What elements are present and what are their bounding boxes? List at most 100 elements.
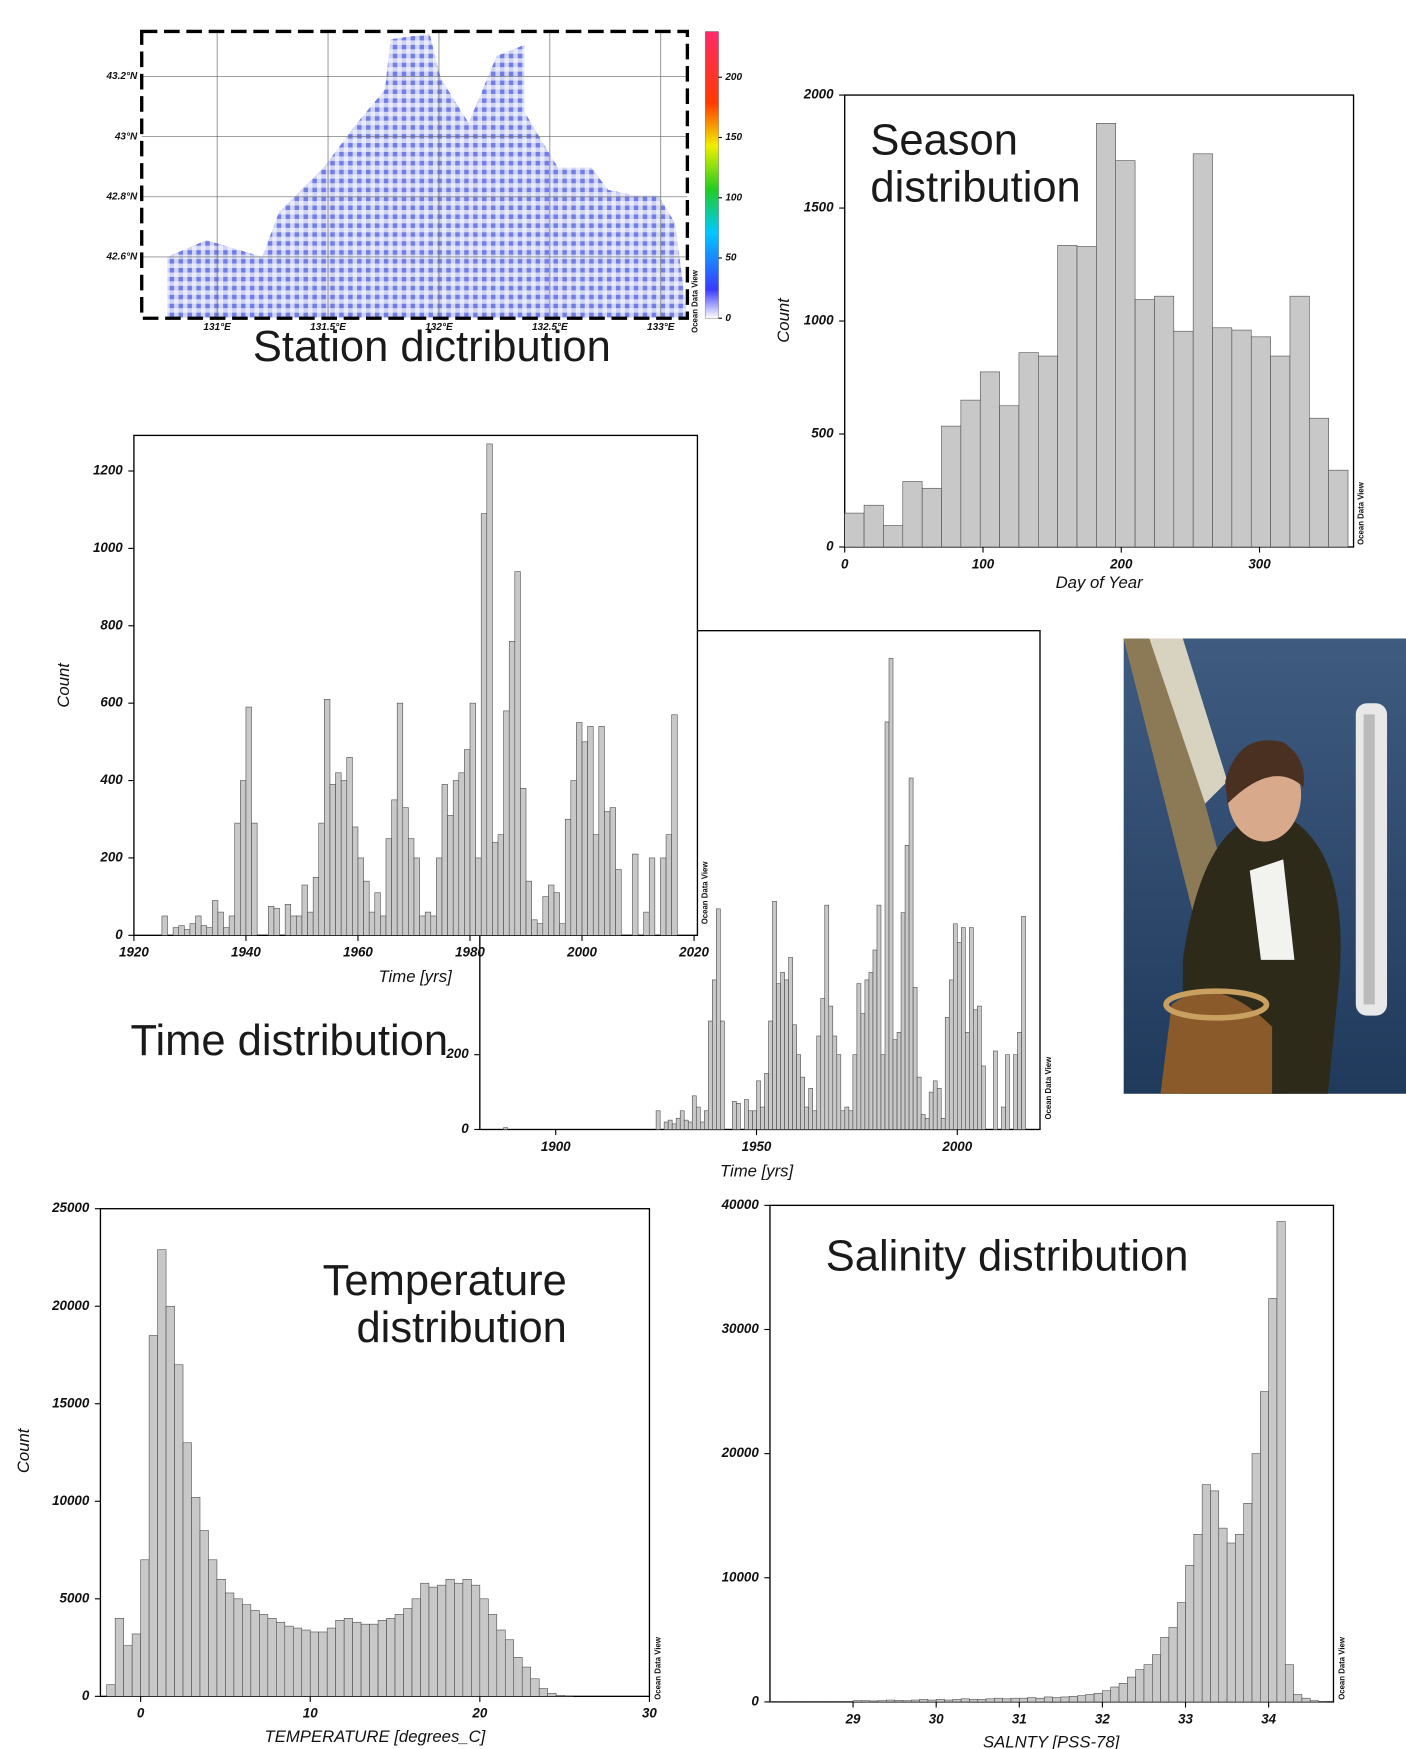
histogram-bar xyxy=(292,1627,303,1697)
x-tick-label: 131°E xyxy=(203,322,231,333)
x-tick-label: 31 xyxy=(1012,1711,1027,1726)
histogram-bar xyxy=(430,915,437,936)
histogram-bar xyxy=(324,699,331,936)
histogram-bar xyxy=(965,1031,970,1130)
histogram-bar xyxy=(1118,1683,1128,1703)
histogram-chart: 0 5000 10000 15000 20000 25000 0 10 20 30 Ocean Da… xyxy=(14,1200,663,1746)
histogram-bar xyxy=(902,1700,912,1703)
histogram-bar xyxy=(394,1614,404,1697)
histogram-bar xyxy=(559,923,566,936)
chart-title: distribution xyxy=(356,1304,566,1352)
histogram-bar xyxy=(802,1701,812,1703)
histogram-bar xyxy=(403,1608,413,1697)
histogram-bar xyxy=(1115,160,1136,548)
histogram-bar xyxy=(598,726,605,936)
histogram-bar xyxy=(1173,330,1194,548)
histogram-bar xyxy=(952,923,958,1130)
histogram-bar xyxy=(1268,1298,1278,1703)
histogram-bar xyxy=(683,1119,689,1130)
histogram-bar xyxy=(464,749,471,936)
histogram-bar xyxy=(174,1364,184,1697)
x-tick-label: 300 xyxy=(1248,556,1271,571)
histogram-bar xyxy=(548,884,555,936)
histogram-bar xyxy=(428,1586,438,1697)
histogram-bar xyxy=(360,1623,370,1697)
histogram-bar xyxy=(479,1598,489,1697)
histogram-bar xyxy=(695,1106,701,1130)
histogram-bar xyxy=(123,1645,133,1697)
histogram-bar xyxy=(131,1633,141,1697)
y-tick-label: 0 xyxy=(826,539,834,554)
histogram-bar xyxy=(916,1076,922,1130)
histogram-bar xyxy=(840,1110,846,1130)
histogram-bar xyxy=(1168,1627,1178,1703)
y-tick-label: 600 xyxy=(100,695,123,710)
histogram-bar xyxy=(386,1618,396,1697)
histogram-bar xyxy=(1013,1054,1018,1130)
histogram-bar xyxy=(1002,1698,1012,1703)
histogram-bar xyxy=(259,1614,269,1697)
histogram-bar xyxy=(576,722,583,936)
histogram-bar xyxy=(276,1621,286,1697)
histogram-bar xyxy=(979,371,1000,548)
histogram-bar xyxy=(776,983,781,1130)
histogram-bar xyxy=(228,915,236,936)
histogram-bar xyxy=(756,1080,761,1130)
histogram-bar xyxy=(828,1005,834,1130)
histogram-bar xyxy=(804,1106,809,1130)
histogram-bar xyxy=(200,925,208,936)
histogram-bar xyxy=(419,915,426,936)
histogram-bar xyxy=(1210,1490,1220,1703)
histogram-bar xyxy=(242,1604,252,1697)
histogram-bar xyxy=(420,1582,430,1697)
y-tick-label: 30000 xyxy=(722,1321,760,1336)
histogram-bar xyxy=(521,1666,531,1697)
histogram-bar xyxy=(1018,352,1039,548)
histogram-bar xyxy=(769,1701,779,1703)
histogram-bar xyxy=(994,1697,1003,1703)
histogram-bar xyxy=(977,1699,987,1703)
histogram-bar xyxy=(892,1039,898,1130)
histogram-bar xyxy=(648,857,656,936)
x-tick-label: 200 xyxy=(1109,556,1133,571)
histogram-bar xyxy=(504,1639,515,1697)
histogram-bar xyxy=(547,1693,557,1697)
histogram-bar xyxy=(1301,1697,1311,1703)
histogram-bar xyxy=(820,998,826,1130)
histogram-bar xyxy=(948,979,954,1130)
histogram-bar xyxy=(475,857,482,936)
watermark: Ocean Data View xyxy=(1338,1636,1347,1700)
histogram-bar xyxy=(1176,1602,1186,1703)
x-tick-label: 20 xyxy=(471,1706,487,1721)
chart-title: distribution xyxy=(870,163,1080,211)
y-tick-label: 200 xyxy=(99,849,123,864)
histogram-bar xyxy=(587,726,594,936)
histogram-bar xyxy=(570,780,577,936)
histogram-bar xyxy=(812,1110,818,1130)
watermark: Ocean Data View xyxy=(690,269,699,333)
histogram-bar xyxy=(960,1698,970,1703)
histogram-bar xyxy=(290,915,297,936)
histogram-bar xyxy=(462,1579,472,1697)
histogram-bar xyxy=(245,706,252,936)
histogram-bar xyxy=(530,1678,540,1697)
histogram-bar xyxy=(581,741,588,936)
histogram-bar xyxy=(760,1106,765,1130)
histogram-bar xyxy=(503,1127,508,1130)
histogram-bar xyxy=(496,1629,506,1697)
histogram-bar xyxy=(852,1054,858,1130)
histogram-bar xyxy=(542,896,549,936)
y-tick-label: 0 xyxy=(82,1688,90,1703)
histogram-bar xyxy=(780,972,785,1130)
histogram-bar xyxy=(927,1699,937,1703)
watermark: Ocean Data View xyxy=(700,861,709,925)
histogram-bar xyxy=(800,1076,805,1130)
histogram-bar xyxy=(900,912,906,1130)
histogram-bar xyxy=(1134,299,1155,548)
histogram-bar xyxy=(273,907,280,936)
histogram-bar xyxy=(920,1114,926,1130)
histogram-bar xyxy=(1057,245,1078,548)
histogram-bar xyxy=(888,658,894,1130)
histogram-bar xyxy=(1192,153,1213,548)
y-tick-label: 1200 xyxy=(93,463,123,478)
